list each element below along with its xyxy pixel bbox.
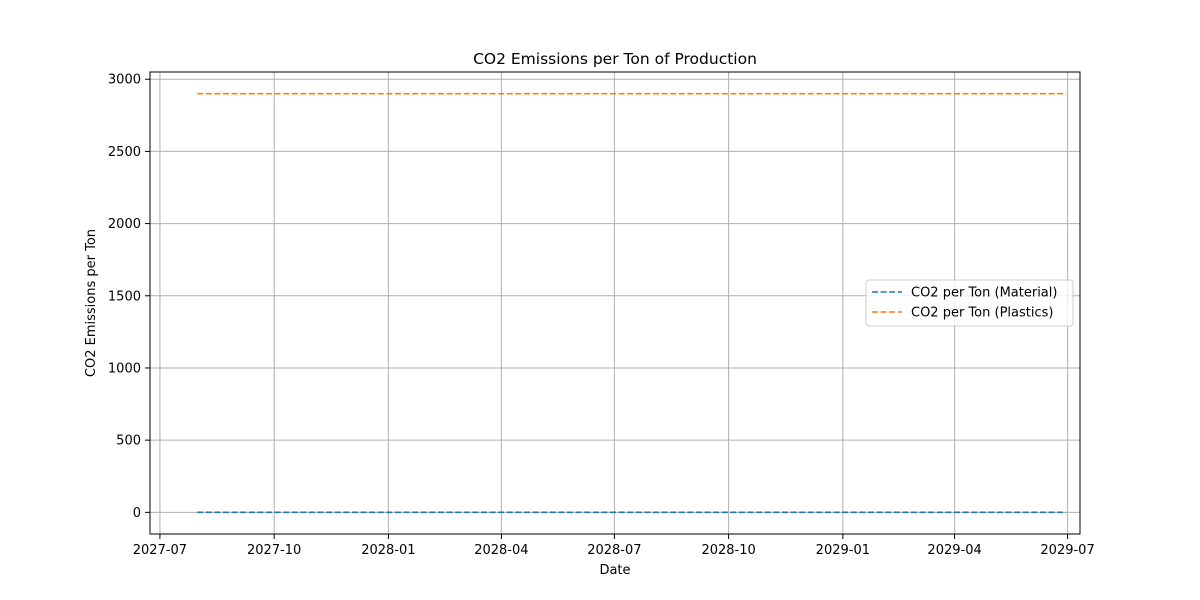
- legend-label: CO2 per Ton (Plastics): [911, 306, 1053, 321]
- series-lines: [197, 92, 1067, 514]
- legend-box: [865, 279, 1074, 327]
- y-tick-label: 1000: [108, 361, 141, 376]
- chart-title: CO2 Emissions per Ton of Production: [473, 50, 757, 68]
- x-tick-label: 2028-07: [587, 543, 641, 558]
- y-tick-label: 0: [133, 506, 141, 521]
- plot-area-frame: [149, 71, 1081, 535]
- x-tick-label: 2028-10: [701, 543, 755, 558]
- y-tick-label: 1500: [108, 289, 141, 304]
- x-axis-ticks: 2027-07 2027-10 2028-01 2028-04 2028-07 2028-…: [133, 534, 1095, 558]
- y-axis-label: CO2 Emissions per Ton: [84, 229, 99, 377]
- x-tick-label: 2029-01: [816, 543, 870, 558]
- x-tick-label: 2028-04: [474, 543, 528, 558]
- y-tick-label: 3000: [108, 73, 141, 88]
- legend: CO2 per Ton (Material) CO2 per Ton (Plast…: [865, 279, 1074, 327]
- x-axis-label: Date: [599, 563, 630, 578]
- y-axis-ticks: 0 500 1000 1500 2000 2500 3000: [108, 73, 150, 521]
- y-tick-label: 500: [116, 434, 141, 449]
- x-tick-label: 2029-07: [1040, 543, 1094, 558]
- x-tick-label: 2027-10: [247, 543, 301, 558]
- legend-label: CO2 per Ton (Material): [911, 286, 1057, 301]
- x-tick-label: 2028-01: [361, 543, 415, 558]
- x-tick-label: 2027-07: [133, 543, 187, 558]
- x-tick-label: 2029-04: [927, 543, 981, 558]
- y-tick-label: 2000: [108, 217, 141, 232]
- y-tick-label: 2500: [108, 145, 141, 160]
